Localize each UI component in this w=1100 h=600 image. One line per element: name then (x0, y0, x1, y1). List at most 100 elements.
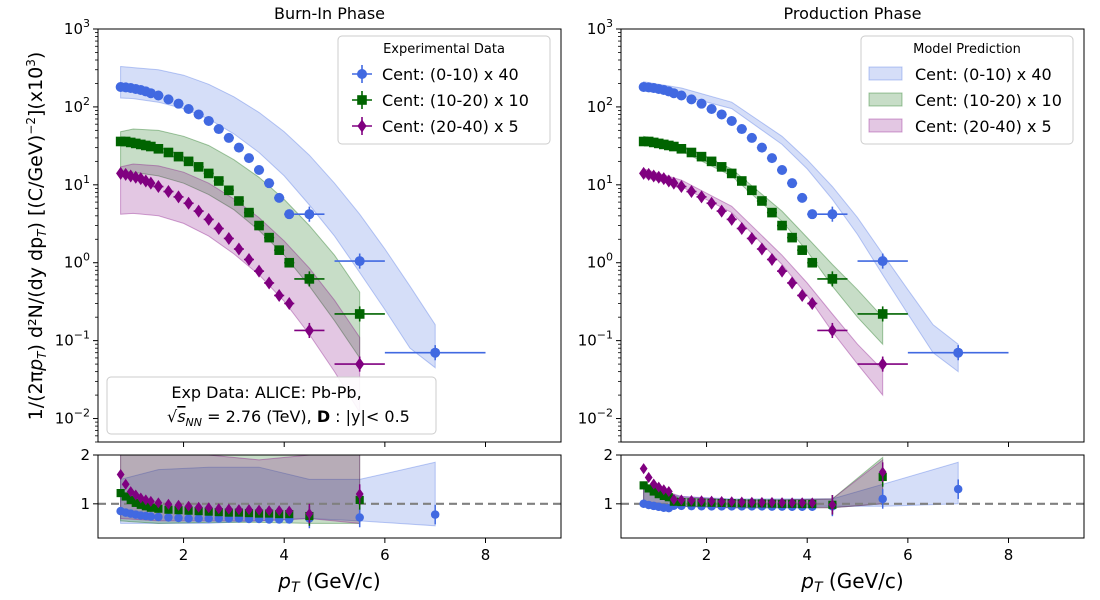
marker-square (274, 245, 284, 255)
marker-circle (736, 124, 747, 135)
marker-square (130, 138, 141, 149)
legend-label: Cent: (0-10) x 40 (382, 65, 519, 84)
marker-square (757, 196, 767, 206)
main-plot-area (638, 81, 1009, 397)
marker-circle (163, 94, 174, 105)
marker-diamond (727, 212, 737, 226)
ratio-series-c2040 (639, 462, 887, 515)
marker-square (120, 136, 131, 147)
marker-diamond (245, 504, 253, 516)
marker-circle (807, 209, 818, 220)
marker-circle (686, 94, 697, 105)
marker-diamond (204, 212, 214, 226)
y-tick-label: 100 (587, 251, 613, 272)
marker-square (131, 498, 140, 507)
marker-diamond (265, 505, 274, 517)
marker-diamond (173, 190, 184, 204)
ratio-plot-area (621, 456, 1084, 517)
marker-circle (223, 132, 234, 143)
marker-diamond (747, 496, 756, 508)
marker-square (183, 156, 194, 167)
marker-square (136, 500, 145, 509)
y-tick-label: 10−1 (578, 329, 613, 350)
legend: Experimental Data Cent: (0-10) x 40 Cent: … (337, 35, 551, 145)
y-tick-label: 10−2 (578, 407, 613, 428)
marker-circle (164, 513, 173, 522)
marker-diamond (758, 496, 766, 508)
marker-diamond (153, 180, 163, 194)
marker-diamond (878, 357, 888, 371)
marker-square (154, 504, 163, 513)
marker-square (146, 141, 156, 152)
legend-swatch (868, 92, 903, 107)
marker-square (653, 138, 664, 149)
legend-box (337, 35, 551, 145)
x-axis-label: pT (GeV/c) (277, 569, 380, 596)
marker-square (116, 489, 125, 498)
marker-diamond (686, 185, 697, 199)
marker-square (354, 309, 365, 319)
marker-square (716, 162, 727, 172)
marker-circle (203, 115, 214, 126)
legend-entry: Cent: (10-20) x 10 (868, 91, 1062, 110)
legend-entry: Cent: (0-10) x 40 (868, 65, 1052, 84)
marker-diamond (255, 504, 263, 516)
series-c2040 (116, 166, 385, 372)
marker-square (643, 136, 654, 147)
marker-square (654, 490, 663, 499)
marker-square (264, 232, 274, 243)
marker-square (664, 140, 674, 151)
marker-circle (274, 192, 285, 203)
marker-square (234, 196, 244, 206)
marker-circle (878, 494, 887, 504)
marker-diamond (254, 264, 264, 278)
legend-entry: Cent: (0-10) x 40 (352, 65, 519, 84)
ratio-series-c2040 (116, 469, 364, 524)
marker-circle (746, 132, 757, 143)
y-tick-label: 101 (587, 173, 613, 194)
marker-diamond (163, 185, 174, 199)
main-axes-frame (97, 28, 562, 443)
marker-diamond (669, 176, 679, 190)
panel-burn-in: Burn-In Phase 10−2 10−1 100 101 102 103 1 2 2 4 6 8 p… (55, 4, 562, 596)
marker-square (115, 136, 126, 147)
marker-diamond (737, 496, 746, 508)
x-tick-label: 2 (702, 546, 712, 564)
marker-square (213, 176, 224, 186)
legend-swatch (868, 66, 903, 81)
marker-circle (668, 88, 679, 99)
y-tick-label: 102 (64, 95, 90, 116)
marker-square (747, 185, 757, 196)
series-c1020 (638, 136, 908, 322)
marker-diamond (827, 323, 837, 337)
y-tick-label: 103 (587, 17, 613, 38)
marker-circle (173, 98, 184, 109)
marker-diamond (141, 494, 150, 506)
marker-square (121, 492, 130, 501)
model-band (643, 81, 959, 373)
annotation-box: Exp Data: ALICE: Pb-Pb, √sNN = 2.76 (TeV)… (106, 376, 437, 435)
x-tick-label: 4 (279, 546, 289, 564)
marker-circle (354, 256, 365, 267)
marker-diamond (878, 466, 887, 478)
marker-circle (284, 209, 295, 220)
marker-diamond (204, 502, 213, 514)
marker-diamond (154, 497, 163, 509)
panel-title: Burn-In Phase (274, 4, 385, 23)
marker-diamond (183, 196, 194, 210)
marker-diamond (747, 231, 757, 245)
marker-circle (706, 104, 717, 115)
marker-diamond (235, 504, 243, 516)
marker-circle (145, 88, 156, 99)
marker-circle (726, 115, 737, 126)
legend-entry: Cent: (10-20) x 10 (352, 91, 529, 110)
marker-square (658, 139, 669, 150)
marker-circle (213, 124, 224, 135)
marker-diamond (285, 505, 294, 517)
ratio-axes-frame (620, 454, 1085, 539)
marker-diamond (194, 501, 203, 513)
legend-box (860, 35, 1074, 145)
marker-diamond (788, 497, 797, 509)
legend: Model Prediction Cent: (0-10) x 40 Cent: (… (860, 35, 1074, 145)
marker-diamond (737, 222, 747, 236)
